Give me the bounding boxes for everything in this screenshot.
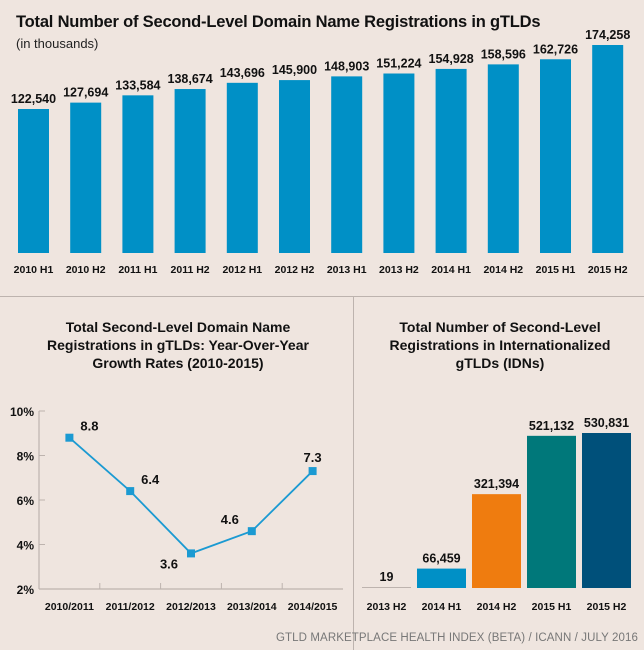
- data-point-marker: [187, 549, 195, 558]
- bar-value-label: 148,903: [324, 59, 369, 73]
- data-point-label: 6.4: [141, 472, 160, 487]
- idn-bar-2014-h2: [472, 494, 521, 588]
- bar-2010-h2: [70, 102, 102, 253]
- idn-bar-2013-h2: [362, 587, 411, 588]
- x-tick-label: 2014 H1: [431, 264, 471, 276]
- growth-title-line: Growth Rates (2010-2015): [92, 355, 264, 371]
- bar-2011-h2: [174, 89, 206, 254]
- x-tick-label: 2012 H1: [222, 264, 262, 276]
- x-tick-label: 2014 H2: [477, 601, 517, 613]
- x-tick-label: 2014/2015: [288, 601, 338, 613]
- data-point-label: 8.8: [80, 419, 98, 434]
- bar-2014-h2: [487, 64, 519, 254]
- bar-value-label: 158,596: [481, 47, 526, 61]
- bar-value-label: 154,928: [429, 52, 474, 66]
- x-tick-label: 2014 H1: [422, 601, 462, 613]
- bar-value-label: 162,726: [533, 42, 578, 56]
- x-tick-label: 2013 H2: [379, 264, 419, 276]
- bar-value-label: 174,258: [585, 28, 630, 42]
- y-tick-label: 2%: [17, 583, 35, 597]
- bar-value-label: 151,224: [376, 57, 421, 71]
- idn-bar-2015-h1: [527, 435, 576, 588]
- x-tick-label: 2010/2011: [45, 601, 94, 613]
- bar-value-label: 138,674: [168, 72, 213, 86]
- growth-chart-title: Total Second-Level Domain Name Registrat…: [18, 318, 338, 372]
- bar-2015-h1: [540, 59, 571, 253]
- idn-title-line: Registrations in Internationalized: [389, 337, 611, 353]
- bar-value-label: 127,694: [63, 86, 108, 100]
- x-tick-label: 2013 H2: [367, 601, 407, 613]
- data-point-label: 3.6: [160, 556, 178, 571]
- x-tick-label: 2011 H2: [171, 264, 210, 276]
- x-tick-label: 2012/2013: [166, 601, 216, 613]
- x-tick-label: 2013 H1: [327, 264, 367, 276]
- data-point-label: 7.3: [304, 450, 322, 465]
- bar-2012-h2: [279, 80, 310, 253]
- x-tick-label: 2013/2014: [227, 601, 277, 613]
- y-tick-label: 10%: [10, 405, 34, 419]
- x-tick-label: 2010 H1: [14, 264, 54, 276]
- bar-value-label: 143,696: [220, 66, 265, 80]
- x-tick-label: 2010 H2: [66, 264, 106, 276]
- idn-chart-title: Total Number of Second-Level Registratio…: [356, 318, 644, 372]
- idn-bar-value-label: 19: [380, 570, 394, 584]
- horizontal-divider: [0, 296, 644, 297]
- main-chart-subtitle: (in thousands): [16, 36, 99, 51]
- data-point-marker: [65, 433, 74, 442]
- y-tick-label: 8%: [17, 450, 35, 464]
- idn-title-line: Total Number of Second-Level: [399, 319, 601, 335]
- x-tick-label: 2015 H2: [588, 264, 628, 276]
- y-tick-label: 6%: [17, 494, 35, 508]
- x-tick-label: 2012 H2: [275, 264, 315, 276]
- x-tick-label: 2015 H2: [587, 601, 627, 613]
- bar-value-label: 122,540: [11, 92, 56, 106]
- idn-title-line: gTLDs (IDNs): [455, 355, 545, 371]
- bar-2012-h1: [226, 82, 258, 253]
- growth-line: [68, 437, 314, 555]
- idn-bar-2015-h2: [582, 433, 631, 588]
- bar-value-label: 145,900: [272, 63, 317, 77]
- main-chart-title: Total Number of Second-Level Domain Name…: [16, 13, 541, 31]
- idn-bar-value-label: 530,831: [584, 416, 629, 430]
- data-point-marker: [126, 487, 135, 496]
- idn-bar-value-label: 66,459: [422, 552, 460, 566]
- bar-2014-h1: [435, 68, 467, 253]
- idn-bar-value-label: 521,132: [529, 419, 574, 433]
- x-tick-label: 2015 H1: [532, 601, 572, 613]
- footer-source: GTLD MARKETPLACE HEALTH INDEX (BETA) / I…: [276, 632, 638, 644]
- data-point-marker: [247, 527, 256, 536]
- bar-2010-h1: [18, 109, 49, 253]
- bar-2015-h2: [592, 45, 624, 253]
- growth-title-line: Total Second-Level Domain Name: [65, 319, 291, 335]
- bar-2011-h1: [122, 95, 154, 253]
- data-point-marker: [308, 467, 317, 476]
- idn-bar-2014-h1: [417, 568, 466, 588]
- bar-2013-h2: [383, 73, 415, 253]
- x-tick-label: 2011 H1: [118, 264, 157, 276]
- vertical-divider: [353, 296, 354, 650]
- data-point-label: 4.6: [221, 512, 239, 527]
- bar-2013-h1: [331, 76, 363, 253]
- growth-title-line: Registrations in gTLDs: Year-Over-Year: [47, 337, 309, 353]
- idn-bar-value-label: 321,394: [474, 477, 519, 491]
- x-tick-label: 2015 H1: [536, 264, 576, 276]
- y-tick-label: 4%: [17, 539, 35, 553]
- x-tick-label: 2014 H2: [483, 264, 523, 276]
- x-tick-label: 2011/2012: [106, 601, 155, 613]
- bar-value-label: 133,584: [115, 78, 160, 92]
